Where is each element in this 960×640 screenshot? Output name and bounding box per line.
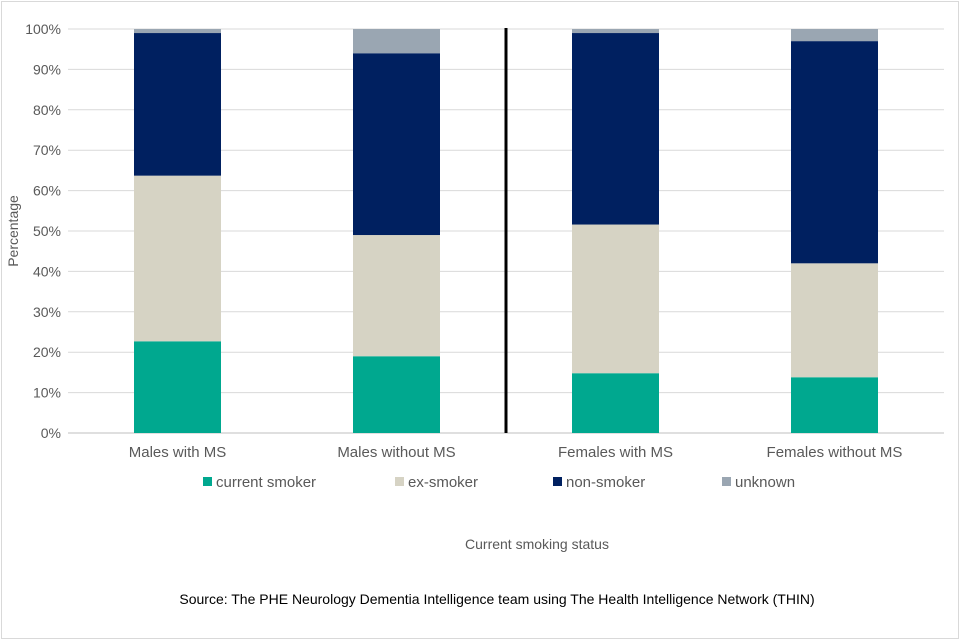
bar-segment (353, 235, 440, 357)
bar-segment (572, 224, 659, 374)
bars (134, 28, 878, 433)
y-tick-label: 70% (33, 142, 61, 158)
y-tick-label: 0% (41, 425, 61, 441)
y-tick-label: 80% (33, 102, 61, 118)
y-tick-label: 30% (33, 304, 61, 320)
bar-segment (134, 175, 221, 342)
bar-segment (572, 373, 659, 433)
y-tick-label: 50% (33, 223, 61, 239)
bar-segment (791, 41, 878, 264)
legend-swatch (203, 477, 212, 486)
x-axis-categories: Males with MS Males without MS Females wit… (129, 444, 903, 461)
y-tick-label: 20% (33, 344, 61, 360)
legend-swatch (553, 477, 562, 486)
x-tick-label: Females with MS (558, 444, 673, 461)
bar-segment (572, 33, 659, 225)
bar-segment (572, 29, 659, 34)
y-tick-label: 60% (33, 183, 61, 199)
y-tick-label: 40% (33, 263, 61, 279)
bar-segment (134, 29, 221, 34)
bar-segment (791, 263, 878, 378)
bar-segment (791, 29, 878, 42)
legend-label: current smoker (216, 474, 316, 491)
y-tick-label: 10% (33, 385, 61, 401)
legend: current smoker ex-smoker non-smoker unknown (203, 474, 795, 491)
source-note: Source: The PHE Neurology Dementia Intel… (179, 591, 814, 607)
bar-segment (353, 356, 440, 433)
legend-swatch (395, 477, 404, 486)
x-tick-label: Females without MS (767, 444, 903, 461)
bar-segment (353, 29, 440, 54)
bar-segment (353, 53, 440, 236)
x-axis-title: Current smoking status (465, 536, 609, 552)
legend-label: non-smoker (566, 474, 645, 491)
bar-segment (791, 377, 878, 433)
y-axis-ticks: 0% 10% 20% 30% 40% 50% 60% 70% 80% 90% 100% (25, 21, 61, 441)
bar-segment (134, 33, 221, 176)
legend-label: ex-smoker (408, 474, 478, 491)
y-tick-label: 90% (33, 61, 61, 77)
y-tick-label: 100% (25, 21, 61, 37)
bar-segment (134, 341, 221, 433)
y-axis-title: Percentage (5, 195, 21, 267)
legend-label: unknown (735, 474, 795, 491)
legend-swatch (722, 477, 731, 486)
x-tick-label: Males with MS (129, 444, 227, 461)
x-tick-label: Males without MS (337, 444, 455, 461)
